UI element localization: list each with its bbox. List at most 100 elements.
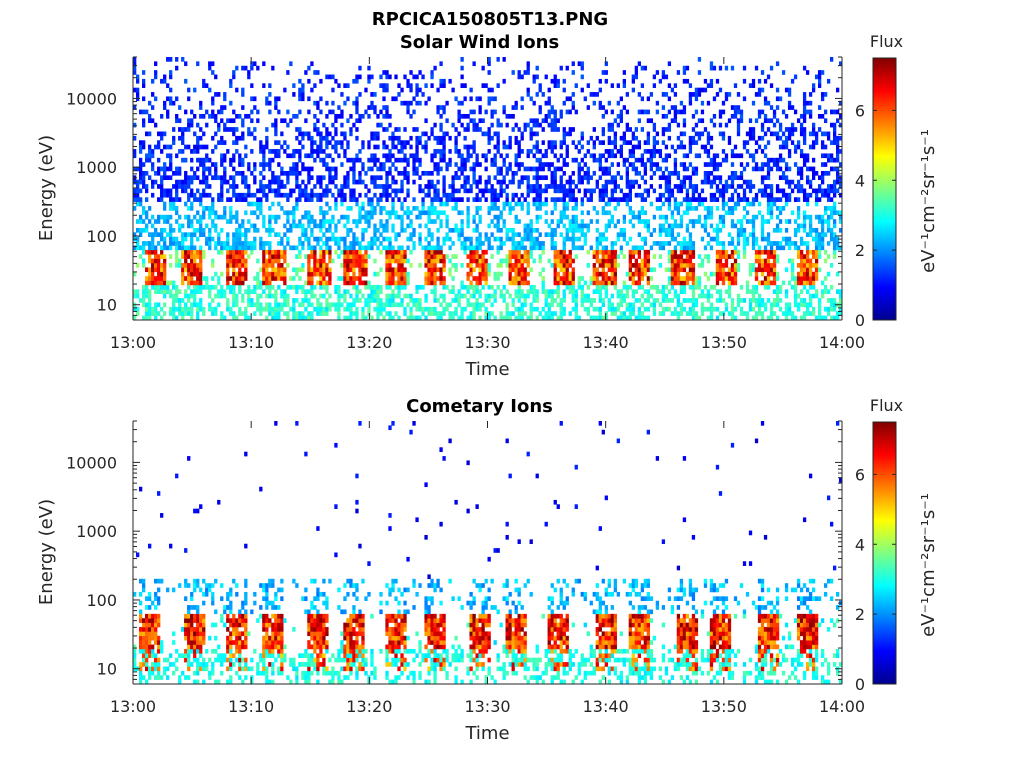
heatmap-cell [514, 254, 518, 259]
heatmap-cell [541, 92, 545, 97]
heatmap-cell [217, 289, 221, 294]
heatmap-cell [331, 166, 335, 172]
heatmap-cell [367, 214, 371, 220]
heatmap-cell [148, 113, 152, 119]
heatmap-cell [352, 241, 356, 246]
heatmap-cell [592, 249, 596, 255]
heatmap-cell [292, 311, 296, 316]
heatmap-cell [418, 241, 422, 246]
heatmap-cell [136, 236, 140, 242]
heatmap-cell [553, 298, 557, 303]
heatmap-cell [568, 249, 572, 255]
heatmap-cell [646, 118, 651, 124]
heatmap-cell [496, 236, 500, 242]
heatmap-cell [406, 280, 410, 286]
heatmap-cell [610, 188, 614, 194]
heatmap-cell [700, 179, 705, 185]
heatmap-cell [640, 267, 645, 273]
heatmap-cell [442, 210, 446, 216]
heatmap-cell [715, 258, 720, 264]
heatmap-cell [325, 280, 329, 286]
heatmap-cell [460, 210, 464, 216]
heatmap-cell [517, 249, 521, 255]
heatmap-cell [529, 236, 533, 242]
heatmap-cell [595, 184, 599, 189]
heatmap-cell [586, 223, 590, 229]
heatmap-cell [385, 109, 389, 115]
heatmap-cell [352, 276, 356, 281]
heatmap-cell [730, 254, 735, 259]
heatmap-cell [649, 118, 654, 124]
heatmap-cell [367, 280, 371, 286]
heatmap-cell [337, 293, 341, 299]
heatmap-cell [568, 223, 572, 229]
heatmap-cell [133, 135, 137, 141]
heatmap-cell [586, 311, 590, 316]
heatmap-cell [385, 284, 389, 290]
heatmap-cell [316, 302, 320, 308]
heatmap-cell [481, 188, 485, 194]
heatmap-cell [451, 276, 455, 281]
heatmap-cell [175, 166, 179, 172]
heatmap-cell [211, 61, 215, 67]
heatmap-cell [679, 188, 684, 194]
heatmap-cell [514, 192, 518, 198]
heatmap-cell [439, 122, 443, 128]
heatmap-cell [334, 78, 338, 84]
heatmap-cell [307, 258, 311, 264]
heatmap-cell [250, 83, 254, 88]
heatmap-cell [169, 214, 173, 220]
heatmap-cell [259, 140, 263, 145]
heatmap-cell [610, 140, 614, 145]
heatmap-cell [448, 271, 452, 277]
heatmap-cell [415, 140, 419, 145]
heatmap-cell [313, 263, 317, 268]
heatmap-cell [712, 166, 717, 172]
heatmap-cell [307, 109, 311, 115]
heatmap-cell [634, 315, 639, 321]
heatmap-cell [682, 236, 687, 242]
heatmap-cell [385, 105, 389, 110]
heatmap-cell [403, 284, 407, 290]
heatmap-cell [193, 289, 197, 294]
heatmap-cell [289, 118, 293, 124]
heatmap-cell [553, 271, 557, 277]
heatmap-cell [208, 170, 212, 176]
heatmap-cell [151, 162, 155, 167]
heatmap-cell [613, 249, 617, 255]
heatmap-cell [619, 153, 623, 159]
heatmap-cell [205, 284, 209, 290]
heatmap-cell [226, 219, 230, 224]
heatmap-cell [580, 87, 584, 93]
heatmap-cell [196, 157, 200, 163]
heatmap-cell [253, 135, 257, 141]
heatmap-cell [631, 179, 635, 185]
heatmap-cell [733, 249, 738, 255]
heatmap-cell [667, 179, 672, 185]
heatmap-cell [409, 135, 413, 141]
heatmap-cell [382, 302, 386, 308]
heatmap-cell [322, 284, 326, 290]
heatmap-cell [343, 267, 347, 273]
heatmap-cell [514, 271, 518, 277]
heatmap-cell [682, 276, 687, 281]
heatmap-cell [376, 227, 380, 233]
heatmap-cell [205, 122, 209, 128]
heatmap-cell [544, 289, 548, 294]
heatmap-cell [181, 267, 185, 273]
heatmap-cell [442, 109, 446, 115]
heatmap-cell [535, 306, 539, 312]
heatmap-cell [691, 276, 696, 281]
heatmap-cell [385, 70, 389, 75]
heatmap-cell [688, 236, 693, 242]
heatmap-cell [325, 144, 329, 150]
heatmap-cell [211, 135, 215, 141]
heatmap-cell [223, 245, 227, 251]
heatmap-cell [493, 276, 497, 281]
heatmap-cell [325, 162, 329, 167]
heatmap-cell [466, 113, 470, 119]
heatmap-cell [313, 258, 317, 264]
heatmap-cell [604, 254, 608, 259]
heatmap-cell [142, 249, 146, 255]
heatmap-cell [241, 65, 245, 71]
